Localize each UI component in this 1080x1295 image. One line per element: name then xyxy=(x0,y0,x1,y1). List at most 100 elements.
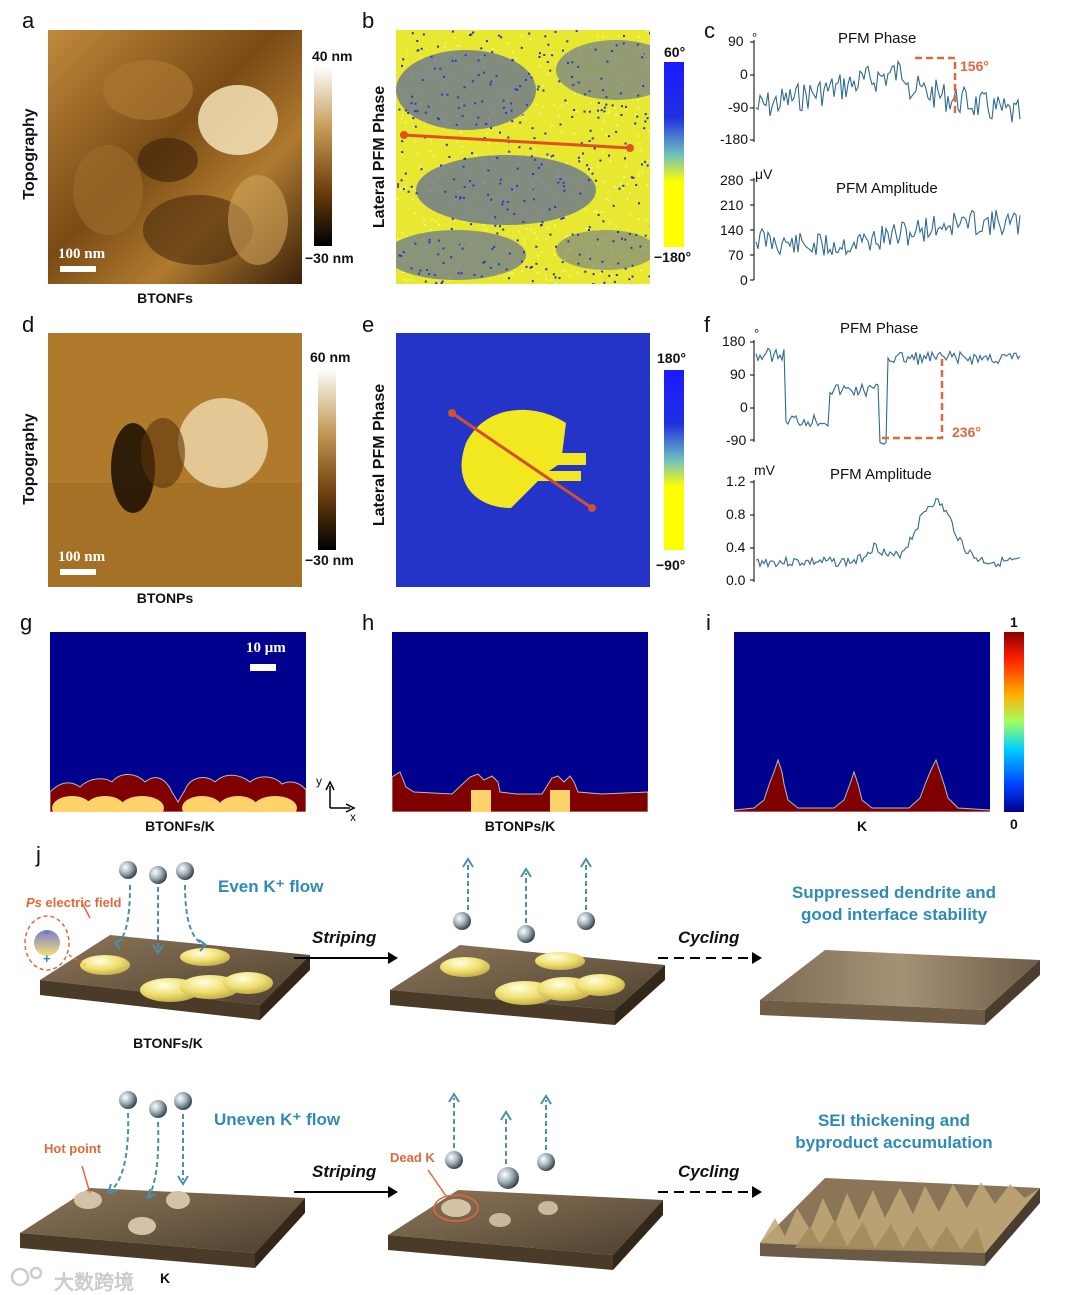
phase-noise-pixel xyxy=(562,217,565,219)
phase-noise-pixel xyxy=(624,157,626,160)
phase-noise-pixel xyxy=(593,264,596,267)
phase-unit-f: ° xyxy=(754,326,760,341)
phase-noise-pixel xyxy=(612,240,615,243)
phase-noise-pixel xyxy=(623,76,625,79)
phase-noise-pixel xyxy=(635,233,638,236)
phase-noise-pixel xyxy=(560,130,563,133)
phase-noise-pixel xyxy=(611,274,614,277)
phase-noise-pixel xyxy=(628,191,631,194)
phase-noise-pixel xyxy=(636,115,639,118)
phase-noise-pixel xyxy=(601,35,604,38)
colorbar-bottom-a: −30 nm xyxy=(305,250,354,266)
phase-noise-pixel xyxy=(491,47,494,50)
phase-noise-pixel xyxy=(500,36,503,39)
phase-noise-pixel xyxy=(607,135,610,138)
phase-noise-pixel xyxy=(624,238,627,241)
phase-noise-pixel xyxy=(640,83,643,86)
phase-noise-pixel xyxy=(600,109,603,112)
phase-noise-pixel xyxy=(561,48,564,51)
phase-noise-pixel xyxy=(441,138,444,141)
phase-noise-pixel xyxy=(422,218,425,221)
phase-noise-pixel xyxy=(450,227,453,230)
phase-noise-pixel xyxy=(637,94,640,97)
phase-noise-pixel xyxy=(637,99,639,102)
phase-noise-pixel xyxy=(633,92,636,95)
phase-noise-pixel xyxy=(438,223,441,226)
phase-noise-pixel xyxy=(588,90,591,93)
phase-noise-pixel xyxy=(407,112,410,114)
cycling-arrow-top xyxy=(658,952,762,964)
amp-tick-f-1: 0.8 xyxy=(726,506,746,522)
phase-noise-pixel xyxy=(566,102,569,105)
phase-noise-pixel xyxy=(564,99,567,102)
phase-noise-pixel xyxy=(491,51,494,54)
phase-noise-pixel xyxy=(578,160,581,163)
phase-noise-pixel xyxy=(491,154,494,157)
phase-noise-pixel xyxy=(588,110,591,113)
phase-noise-pixel xyxy=(628,278,631,281)
phase-noise-pixel xyxy=(611,104,614,107)
phase-noise-pixel xyxy=(554,30,557,33)
phase-noise-pixel xyxy=(444,46,446,49)
topography-image-d xyxy=(48,333,302,587)
phase-noise-pixel xyxy=(634,113,637,116)
phase-noise-pixel xyxy=(499,137,502,140)
phase-noise-pixel xyxy=(534,147,537,150)
phase-noise-pixel xyxy=(563,259,566,262)
phase-noise-pixel xyxy=(451,217,454,220)
phase-noise-pixel xyxy=(628,233,631,235)
phase-noise-pixel xyxy=(482,223,485,226)
amp-tick-c-3: 70 xyxy=(728,247,744,263)
phase-noise-pixel xyxy=(609,246,612,249)
phase-noise-pixel xyxy=(460,145,463,148)
phase-noise-pixel xyxy=(552,273,555,276)
phase-noise-pixel xyxy=(637,49,639,52)
phase-noise-pixel xyxy=(422,33,425,36)
phase-noise-pixel xyxy=(533,231,536,234)
phase-noise-pixel xyxy=(617,35,620,37)
phase-noise-pixel xyxy=(464,157,467,160)
phase-noise-pixel xyxy=(646,164,649,167)
phase-noise-pixel xyxy=(647,277,650,280)
simulation-image-i xyxy=(734,632,990,812)
phase-noise-pixel xyxy=(458,44,461,47)
phase-noise-pixel xyxy=(615,274,618,276)
schematic-k-striped xyxy=(388,1092,663,1270)
watermark: 大数跨境 xyxy=(54,1272,134,1294)
phase-noise-pixel xyxy=(409,278,411,281)
phase-noise-pixel xyxy=(613,107,616,110)
phase-noise-pixel xyxy=(603,106,606,109)
phase-noise-pixel xyxy=(571,233,574,236)
phase-noise-pixel xyxy=(598,57,601,60)
cycling-label-bottom: Cycling xyxy=(678,1162,740,1181)
phase-noise-pixel xyxy=(605,96,608,99)
amp-tick-f-3: 0.0 xyxy=(726,572,746,588)
phase-noise-pixel xyxy=(631,264,634,267)
phase-noise-pixel xyxy=(584,259,587,262)
colorbar-bottom-b: −180° xyxy=(654,249,692,265)
phase-noise-pixel xyxy=(412,198,414,201)
phase-noise-pixel xyxy=(582,152,585,155)
phase-noise-pixel xyxy=(574,57,577,60)
phase-noise-pixel xyxy=(566,249,569,252)
phase-noise-pixel xyxy=(574,92,576,95)
panel-label-j: j xyxy=(36,842,41,867)
phase-noise-pixel xyxy=(480,47,483,50)
phase-noise-pixel xyxy=(546,61,549,63)
phase-noise-pixel xyxy=(414,212,417,215)
simulation-image-h xyxy=(392,632,648,812)
phase-annotation-c: 156° xyxy=(960,58,989,74)
phase-noise-pixel xyxy=(552,154,555,157)
phase-noise-pixel xyxy=(578,253,581,256)
phase-noise-pixel xyxy=(511,50,514,53)
phase-noise-pixel xyxy=(411,32,414,35)
phase-noise-pixel xyxy=(454,36,457,39)
phase-trace-c xyxy=(755,59,1021,123)
phase-trace-f xyxy=(755,347,1021,445)
scalebar-label-a: 100 nm xyxy=(58,246,106,262)
phase-noise-pixel xyxy=(597,116,600,119)
phase-noise-pixel xyxy=(590,45,592,48)
phase-noise-pixel xyxy=(538,65,541,68)
phase-noise-pixel xyxy=(601,260,604,263)
phase-noise-pixel xyxy=(579,50,582,53)
